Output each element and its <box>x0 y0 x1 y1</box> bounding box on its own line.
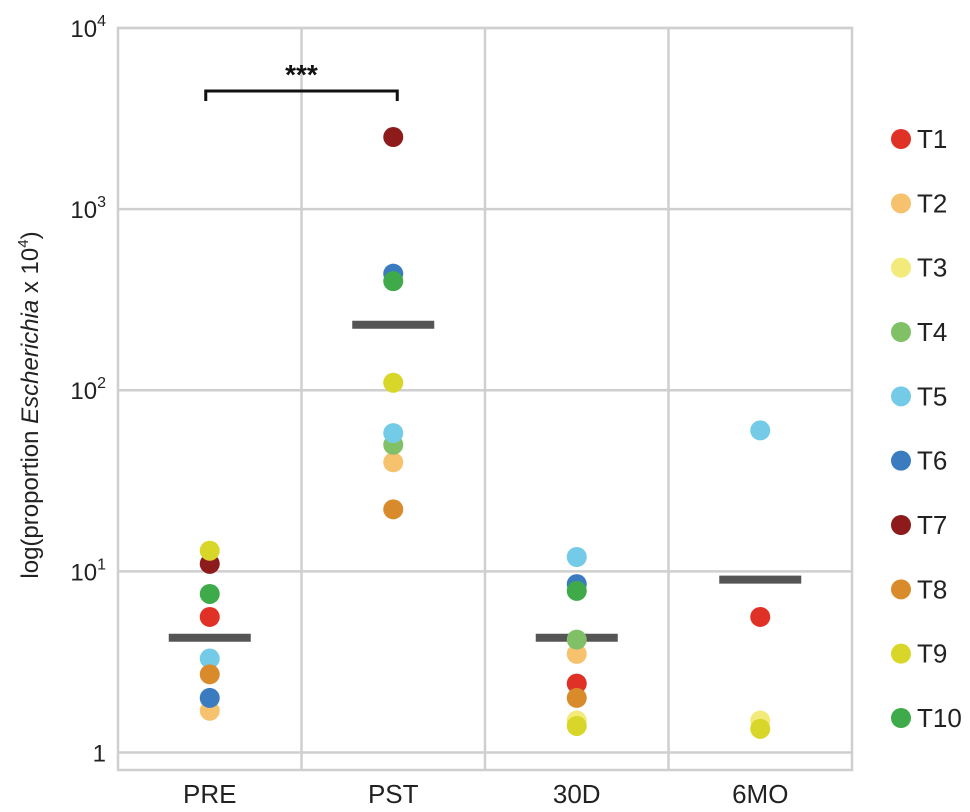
x-tick-label: PRE <box>183 779 236 809</box>
legend-item-t10: T10 <box>891 703 962 733</box>
point-t8 <box>566 687 587 708</box>
point-t5 <box>383 423 404 444</box>
legend-item-t8: T8 <box>891 574 947 604</box>
point-t4 <box>566 629 587 650</box>
point-t7 <box>383 127 404 148</box>
legend-label: T8 <box>917 574 947 604</box>
legend-marker <box>891 257 911 278</box>
x-tick-label: 30D <box>553 779 601 809</box>
legend-marker <box>891 129 911 149</box>
data-points <box>199 127 771 739</box>
point-t9 <box>383 372 404 393</box>
y-axis: 1 101 102 103 104 <box>70 13 106 767</box>
point-t9 <box>566 715 587 736</box>
legend-marker <box>891 450 911 471</box>
legend-label: T7 <box>917 510 947 540</box>
legend-marker <box>891 579 911 600</box>
point-t10 <box>199 583 220 604</box>
point-t10 <box>383 271 404 292</box>
legend-item-t4: T4 <box>891 317 947 347</box>
y-tick-label: 102 <box>70 375 106 405</box>
grid <box>116 26 854 772</box>
bracket-line <box>204 89 399 101</box>
x-tick-label: 6MO <box>732 779 788 809</box>
x-tick-label: PST <box>368 779 419 809</box>
x-axis: PRE PST 30D 6MO <box>183 779 788 809</box>
legend-marker <box>891 708 911 728</box>
point-t6 <box>199 687 220 708</box>
point-t2 <box>566 643 587 664</box>
point-t5 <box>199 648 220 669</box>
y-tick-label: 1 <box>93 740 106 767</box>
y-tick-label: 101 <box>70 556 106 586</box>
legend-marker <box>891 515 911 535</box>
point-t8 <box>383 499 404 520</box>
point-t10 <box>566 580 587 601</box>
y-axis-label: log(proportion Escherichia x 104) <box>15 231 44 578</box>
legend-label: T5 <box>917 381 947 411</box>
point-t1 <box>750 606 771 627</box>
legend-item-t6: T6 <box>891 446 947 476</box>
legend-item-t1: T1 <box>891 124 947 154</box>
point-t2 <box>383 452 404 473</box>
y-tick-label: 104 <box>70 13 106 43</box>
significance-label: *** <box>285 59 318 90</box>
point-t9 <box>750 718 771 739</box>
point-t8 <box>199 664 220 685</box>
legend-marker <box>891 643 911 664</box>
legend-marker <box>891 193 911 214</box>
point-t9 <box>199 540 220 561</box>
legend-label: T10 <box>917 703 962 733</box>
point-t1 <box>199 606 220 627</box>
point-t1 <box>566 673 587 694</box>
legend-label: T4 <box>917 317 947 347</box>
legend-label: T6 <box>917 446 947 476</box>
legend-marker <box>891 322 911 342</box>
point-t5 <box>566 546 587 567</box>
legend-label: T9 <box>917 639 947 669</box>
legend-item-t3: T3 <box>891 253 947 283</box>
legend: T1 T2 T3 T4 T5 T6 T7 T8 T9 T10 <box>891 124 962 733</box>
legend-item-t2: T2 <box>891 188 947 218</box>
legend-label: T2 <box>917 188 947 218</box>
legend-label: T3 <box>917 253 947 283</box>
y-tick-label: 103 <box>70 194 106 224</box>
significance-bracket: *** <box>204 59 399 101</box>
point-t5 <box>750 420 771 441</box>
legend-label: T1 <box>917 124 947 154</box>
legend-item-t5: T5 <box>891 381 947 411</box>
legend-item-t9: T9 <box>891 639 947 669</box>
legend-item-t7: T7 <box>891 510 947 540</box>
legend-marker <box>891 386 911 407</box>
